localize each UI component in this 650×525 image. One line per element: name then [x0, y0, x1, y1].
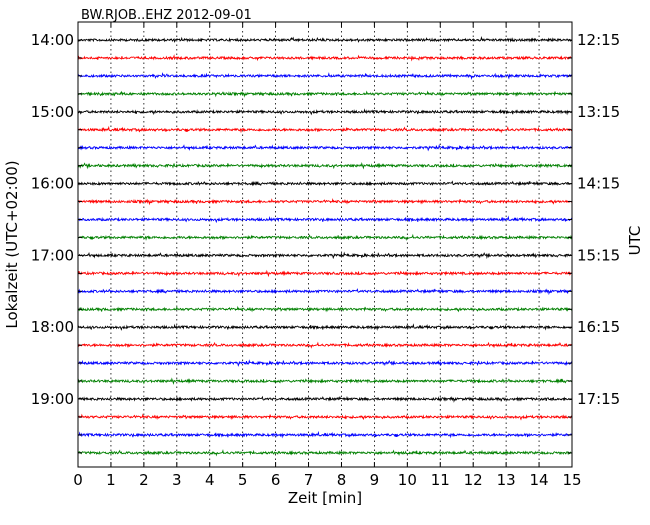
- seismogram-traces: [77, 36, 573, 457]
- seismogram-trace-3: [77, 72, 573, 80]
- x-tick-label: 3: [172, 471, 182, 489]
- grid-lines: [110, 22, 540, 467]
- seismogram-trace-6: [77, 125, 573, 134]
- x-axis-label: Zeit [min]: [288, 489, 362, 507]
- x-tick-label: 4: [205, 471, 215, 489]
- seismogram-trace-23: [77, 430, 573, 439]
- seismogram-trace-1: [77, 36, 573, 43]
- y-axis-label-left: Lokalzeit (UTC+02:00): [3, 160, 21, 328]
- seismogram-trace-4: [77, 90, 573, 98]
- seismogram-trace-20: [77, 377, 573, 385]
- seismogram-trace-24: [77, 449, 573, 457]
- x-tick-label: 0: [73, 471, 83, 489]
- right-tick-label: 17:15: [577, 390, 620, 408]
- seismogram-trace-19: [77, 359, 573, 367]
- y-axis-label-right: UTC: [626, 226, 644, 256]
- left-axis-ticks: 14:00 15:00 16:00 17:00 18:00 19:00: [31, 31, 82, 454]
- seismogram-trace-10: [77, 198, 573, 206]
- seismogram-trace-15: [77, 288, 573, 296]
- x-tick-label: 7: [304, 471, 314, 489]
- seismogram-trace-9: [77, 180, 573, 187]
- seismogram-trace-12: [77, 233, 573, 242]
- seismogram-trace-14: [77, 269, 573, 278]
- left-tick-label: 16:00: [31, 175, 74, 193]
- right-tick-label: 13:15: [577, 103, 620, 121]
- seismogram-trace-21: [77, 395, 573, 403]
- left-tick-label: 18:00: [31, 318, 74, 336]
- right-tick-label: 14:15: [577, 175, 620, 193]
- left-tick-label: 14:00: [31, 31, 74, 49]
- seismogram-trace-22: [77, 413, 573, 421]
- x-tick-label: 10: [398, 471, 417, 489]
- left-tick-label: 17:00: [31, 246, 74, 264]
- x-tick-label: 15: [562, 471, 581, 489]
- right-tick-label: 16:15: [577, 318, 620, 336]
- x-tick-label: 9: [370, 471, 380, 489]
- seismogram-trace-5: [77, 108, 573, 116]
- seismogram-trace-11: [77, 215, 573, 224]
- seismogram-trace-18: [77, 341, 573, 349]
- left-tick-label: 15:00: [31, 103, 74, 121]
- x-tick-label: 14: [530, 471, 549, 489]
- x-tick-label: 11: [431, 471, 450, 489]
- x-tick-label: 8: [337, 471, 347, 489]
- seismogram-trace-13: [77, 251, 573, 260]
- seismogram-trace-16: [77, 305, 573, 313]
- x-tick-label: 13: [497, 471, 516, 489]
- seismogram-trace-17: [77, 323, 573, 331]
- right-tick-label: 15:15: [577, 246, 620, 264]
- seismogram-trace-2: [77, 54, 573, 62]
- x-tick-label: 1: [106, 471, 116, 489]
- x-tick-label: 5: [238, 471, 248, 489]
- right-tick-label: 12:15: [577, 31, 620, 49]
- left-tick-label: 19:00: [31, 390, 74, 408]
- right-axis-ticks: 12:15 13:15 14:15 15:15 16:15 17:15: [568, 31, 620, 454]
- x-tick-label: 12: [464, 471, 483, 489]
- x-axis-ticks: 0 1 2 3 4 5 6 7 8 9 10 11 12 13 14 15: [73, 22, 582, 489]
- x-tick-label: 2: [139, 471, 149, 489]
- seismogram-trace-7: [77, 143, 573, 152]
- x-tick-label: 6: [271, 471, 281, 489]
- chart-title: BW.RJOB..EHZ 2012-09-01: [81, 8, 252, 23]
- seismogram-trace-8: [77, 161, 573, 170]
- plot-frame: [77, 21, 573, 468]
